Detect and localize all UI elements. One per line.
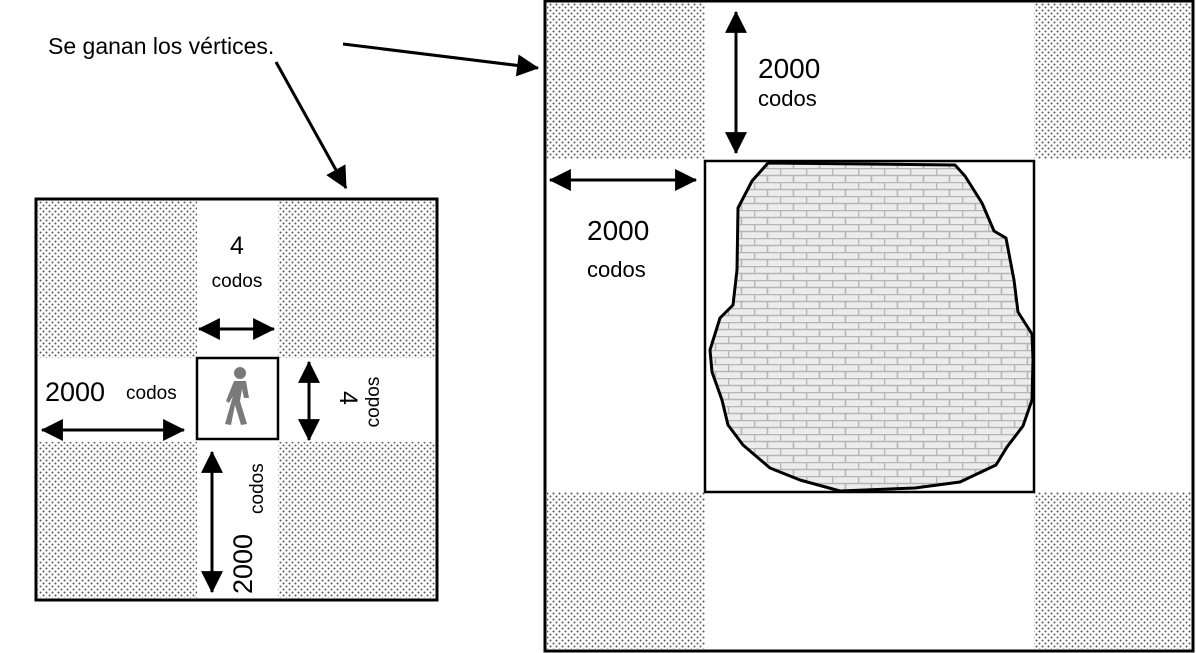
caption-text: Se ganan los vértices. — [48, 33, 274, 59]
left-west-number: 2000 — [45, 377, 105, 407]
small-square-side-unit: codos — [363, 377, 384, 428]
right-dotted-region-ne — [1034, 3, 1191, 159]
left-dotted-region-se — [278, 442, 435, 598]
small-square-top-unit: codos — [212, 271, 263, 292]
left-south-number: 2000 — [228, 534, 258, 594]
right-dotted-region-se — [1034, 492, 1191, 649]
pointer-arrow-down — [274, 61, 348, 189]
right-dotted-region-sw — [547, 492, 705, 649]
small-square-top-number: 4 — [230, 232, 244, 260]
city-brick-wall — [708, 161, 1035, 493]
walking-person-icon — [225, 367, 249, 425]
pointer-arrow-right — [342, 42, 540, 77]
left-west-unit: codos — [126, 383, 177, 404]
right-west-unit: codos — [587, 257, 646, 282]
left-south-unit: codos — [247, 463, 268, 514]
right-west-number: 2000 — [587, 215, 649, 246]
left-figure: 4 codos 4 codos 2000 codos 2000 codos — [34, 197, 439, 602]
right-north-number: 2000 — [758, 53, 820, 84]
small-square-side-number: 4 — [334, 391, 362, 405]
right-north-unit: codos — [758, 86, 817, 111]
left-dotted-region-ne — [278, 201, 435, 358]
left-dotted-region-nw — [38, 201, 197, 358]
left-dotted-region-sw — [38, 442, 197, 598]
right-figure: 2000 codos 2000 codos — [543, 0, 1195, 653]
right-dotted-region-nw — [547, 3, 705, 159]
